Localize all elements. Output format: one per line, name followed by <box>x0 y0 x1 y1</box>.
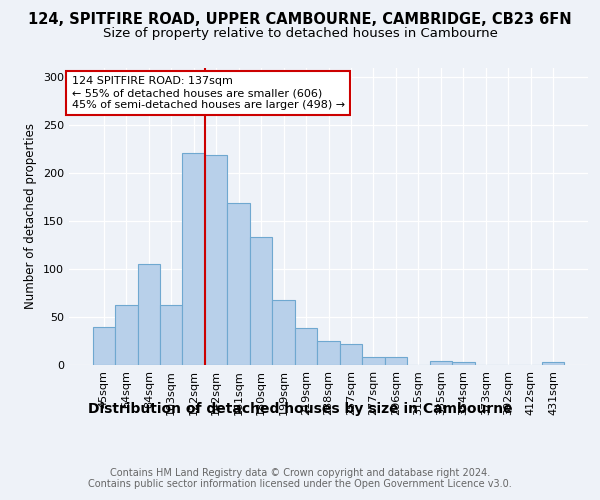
Y-axis label: Number of detached properties: Number of detached properties <box>25 123 37 309</box>
Bar <box>115 304 137 365</box>
Bar <box>452 362 475 365</box>
Text: Contains HM Land Registry data © Crown copyright and database right 2024.
Contai: Contains HM Land Registry data © Crown c… <box>88 468 512 489</box>
Bar <box>137 264 160 365</box>
Bar <box>272 300 295 365</box>
Bar <box>205 155 227 365</box>
Bar <box>542 362 565 365</box>
Bar <box>295 328 317 365</box>
Bar <box>92 326 115 365</box>
Bar <box>430 361 452 365</box>
Text: Distribution of detached houses by size in Cambourne: Distribution of detached houses by size … <box>88 402 512 416</box>
Bar <box>385 358 407 365</box>
Bar <box>317 341 340 365</box>
Bar <box>250 238 272 365</box>
Text: 124 SPITFIRE ROAD: 137sqm
← 55% of detached houses are smaller (606)
45% of semi: 124 SPITFIRE ROAD: 137sqm ← 55% of detac… <box>71 76 345 110</box>
Bar <box>160 304 182 365</box>
Bar <box>340 344 362 365</box>
Bar <box>182 153 205 365</box>
Text: Size of property relative to detached houses in Cambourne: Size of property relative to detached ho… <box>103 28 497 40</box>
Text: 124, SPITFIRE ROAD, UPPER CAMBOURNE, CAMBRIDGE, CB23 6FN: 124, SPITFIRE ROAD, UPPER CAMBOURNE, CAM… <box>28 12 572 28</box>
Bar <box>362 358 385 365</box>
Bar <box>227 203 250 365</box>
